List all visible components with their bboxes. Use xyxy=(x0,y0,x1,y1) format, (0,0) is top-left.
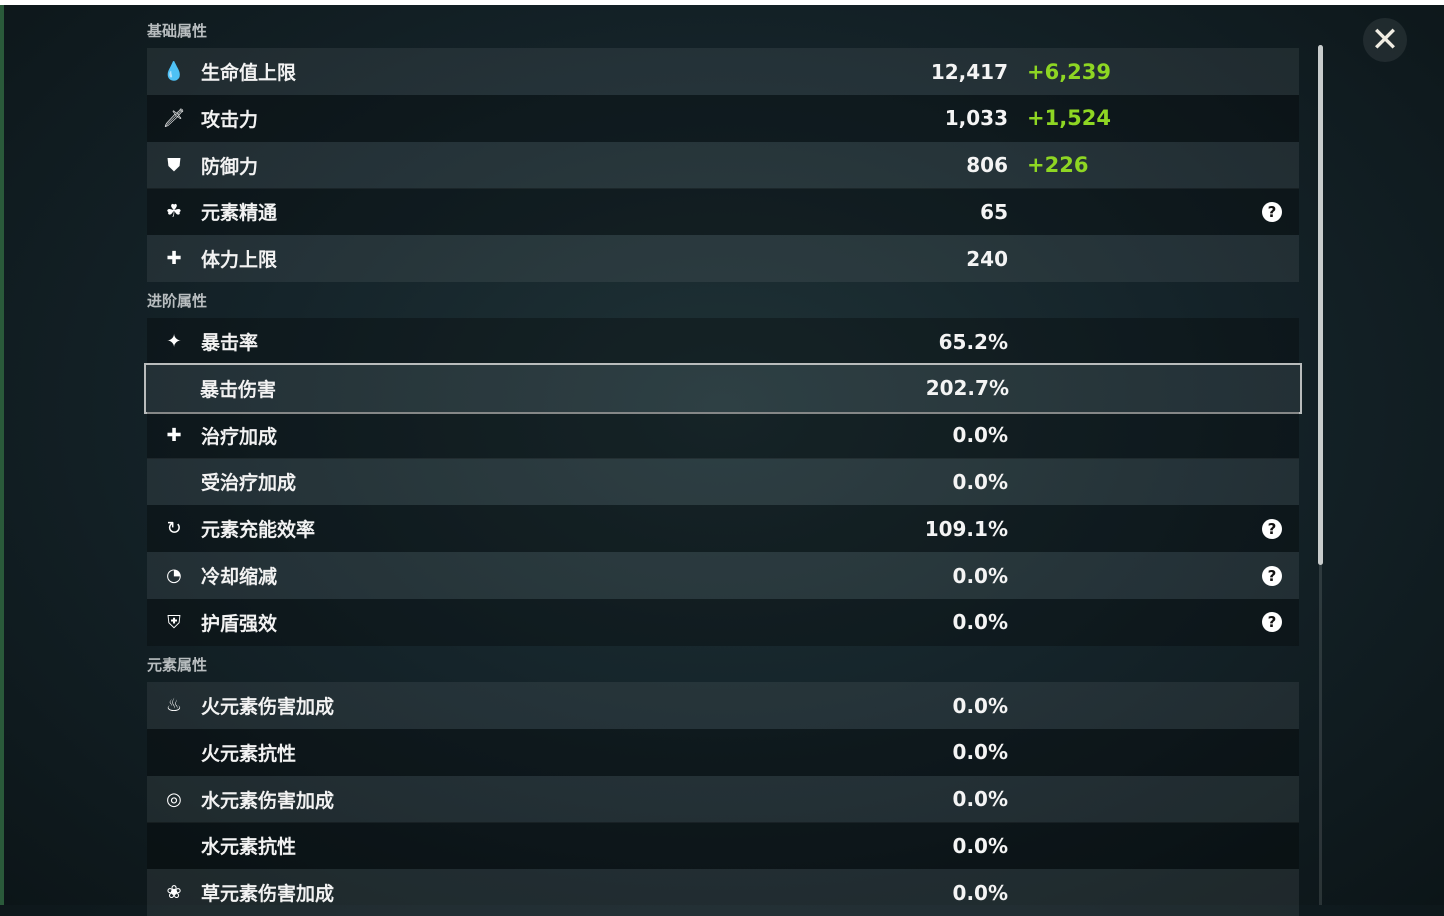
attribute-row[interactable]: ◎ 水元素伤害加成 0.0% xyxy=(147,775,1299,823)
energy-recharge-icon: ↻ xyxy=(166,518,182,540)
healing-icon: ✚ xyxy=(166,424,182,446)
attribute-value: 0.0% xyxy=(952,563,1008,588)
section-title: 进阶属性 xyxy=(147,292,208,310)
crit-rate-icon: ✦ xyxy=(166,331,182,352)
attribute-value: 0.0% xyxy=(952,610,1008,635)
attribute-label: 冷却缩减 xyxy=(201,566,278,588)
attribute-row[interactable]: 火元素抗性 0.0% xyxy=(147,728,1299,776)
attribute-label: 元素充能效率 xyxy=(201,519,316,542)
attribute-value: 0.0% xyxy=(952,833,1008,858)
attribute-label: 治疗加成 xyxy=(201,425,278,448)
attribute-row[interactable]: ♨ 火元素伤害加成 0.0% xyxy=(147,682,1299,729)
scrollbar-thumb[interactable] xyxy=(1318,45,1323,565)
section-title: 基础属性 xyxy=(147,22,208,40)
shield-icon: ⛊ xyxy=(167,154,181,176)
attribute-row[interactable]: ✚ 体力上限 240 xyxy=(147,235,1299,283)
pyro-icon: ♨ xyxy=(165,695,183,716)
attribute-row[interactable]: ↻ 元素充能效率 109.1%? xyxy=(147,505,1299,553)
attribute-label: 元素精通 xyxy=(201,202,278,225)
window-top-bar xyxy=(0,0,1444,5)
attribute-label: 水元素抗性 xyxy=(201,836,297,859)
attribute-row[interactable]: 🗡 攻击力 1,033 +1,524 xyxy=(147,94,1299,142)
droplet-icon: 💧 xyxy=(162,61,186,82)
section-title: 元素属性 xyxy=(147,656,208,674)
crit-damage-icon xyxy=(162,377,184,399)
close-icon: ✕ xyxy=(1370,20,1400,60)
attribute-row[interactable]: ⛨ 护盾强效 0.0%? xyxy=(147,598,1299,646)
attribute-value: 202.7% xyxy=(925,376,1009,401)
attribute-value: 65 xyxy=(980,199,1008,224)
attribute-value: 806 xyxy=(966,153,1008,178)
sword-icon: 🗡 xyxy=(162,107,186,129)
attribute-value: 240 xyxy=(966,246,1008,271)
attribute-label: 火元素伤害加成 xyxy=(201,696,335,718)
help-icon[interactable]: ? xyxy=(1262,518,1282,539)
attribute-value: 12,417 xyxy=(930,59,1008,84)
attribute-label: 护盾强效 xyxy=(201,612,278,635)
attribute-row[interactable]: ✚ 治疗加成 0.0% xyxy=(147,411,1299,459)
shield-strength-icon: ⛨ xyxy=(167,611,181,633)
help-icon[interactable]: ? xyxy=(1262,201,1282,222)
attribute-bonus: +1,524 xyxy=(1027,106,1112,131)
attribute-value: 0.0% xyxy=(952,740,1008,765)
attribute-value: 1,033 xyxy=(944,106,1008,131)
attribute-label: 攻击力 xyxy=(201,108,259,131)
dendro-icon: ❀ xyxy=(166,882,182,904)
stamina-icon: ✚ xyxy=(166,248,182,270)
attribute-row[interactable]: 💧 生命值上限 12,417 +6,239 xyxy=(147,48,1299,95)
attribute-row[interactable]: ⛊ 防御力 806 +226 xyxy=(147,141,1299,189)
window-left-edge xyxy=(0,5,4,905)
attribute-label: 火元素抗性 xyxy=(201,742,297,765)
attribute-row[interactable]: 受治疗加成 0.0% xyxy=(147,458,1299,506)
attribute-value: 0.0% xyxy=(952,880,1008,905)
help-icon[interactable]: ? xyxy=(1262,612,1282,633)
hydro-icon: ◎ xyxy=(166,788,182,810)
attribute-row[interactable]: ✦ 暴击率 65.2% xyxy=(147,318,1299,365)
attribute-value: 0.0% xyxy=(952,787,1008,812)
help-icon[interactable]: ? xyxy=(1262,565,1282,586)
attribute-label: 防御力 xyxy=(201,155,259,178)
attribute-value: 65.2% xyxy=(938,329,1008,354)
close-button[interactable]: ✕ xyxy=(1363,18,1407,62)
attribute-label: 生命值上限 xyxy=(201,62,297,84)
attribute-value: 0.0% xyxy=(952,469,1008,494)
attribute-value: 0.0% xyxy=(952,423,1008,448)
attribute-value: 109.1% xyxy=(924,516,1008,541)
attribute-label: 受治疗加成 xyxy=(201,472,297,495)
attribute-row[interactable]: 水元素抗性 0.0% xyxy=(147,822,1299,870)
cooldown-icon: ◔ xyxy=(166,565,182,586)
attribute-bonus: +6,239 xyxy=(1027,59,1112,84)
attribute-row[interactable]: ❀ 草元素伤害加成 0.0% xyxy=(147,869,1299,916)
attribute-row[interactable]: ◔ 冷却缩减 0.0%? xyxy=(147,552,1299,599)
attribute-label: 水元素伤害加成 xyxy=(201,789,335,812)
attribute-bonus: +226 xyxy=(1027,153,1089,178)
elemental-mastery-icon: ☘ xyxy=(165,201,183,223)
attribute-value: 0.0% xyxy=(952,693,1008,718)
attribute-label: 草元素伤害加成 xyxy=(201,883,335,906)
attribute-label: 体力上限 xyxy=(201,249,278,272)
attribute-label: 暴击率 xyxy=(201,332,259,354)
attribute-row[interactable]: ☘ 元素精通 65? xyxy=(147,188,1299,236)
attribute-row[interactable]: 暴击伤害 202.7% xyxy=(144,362,1302,414)
attribute-label: 暴击伤害 xyxy=(200,378,277,401)
